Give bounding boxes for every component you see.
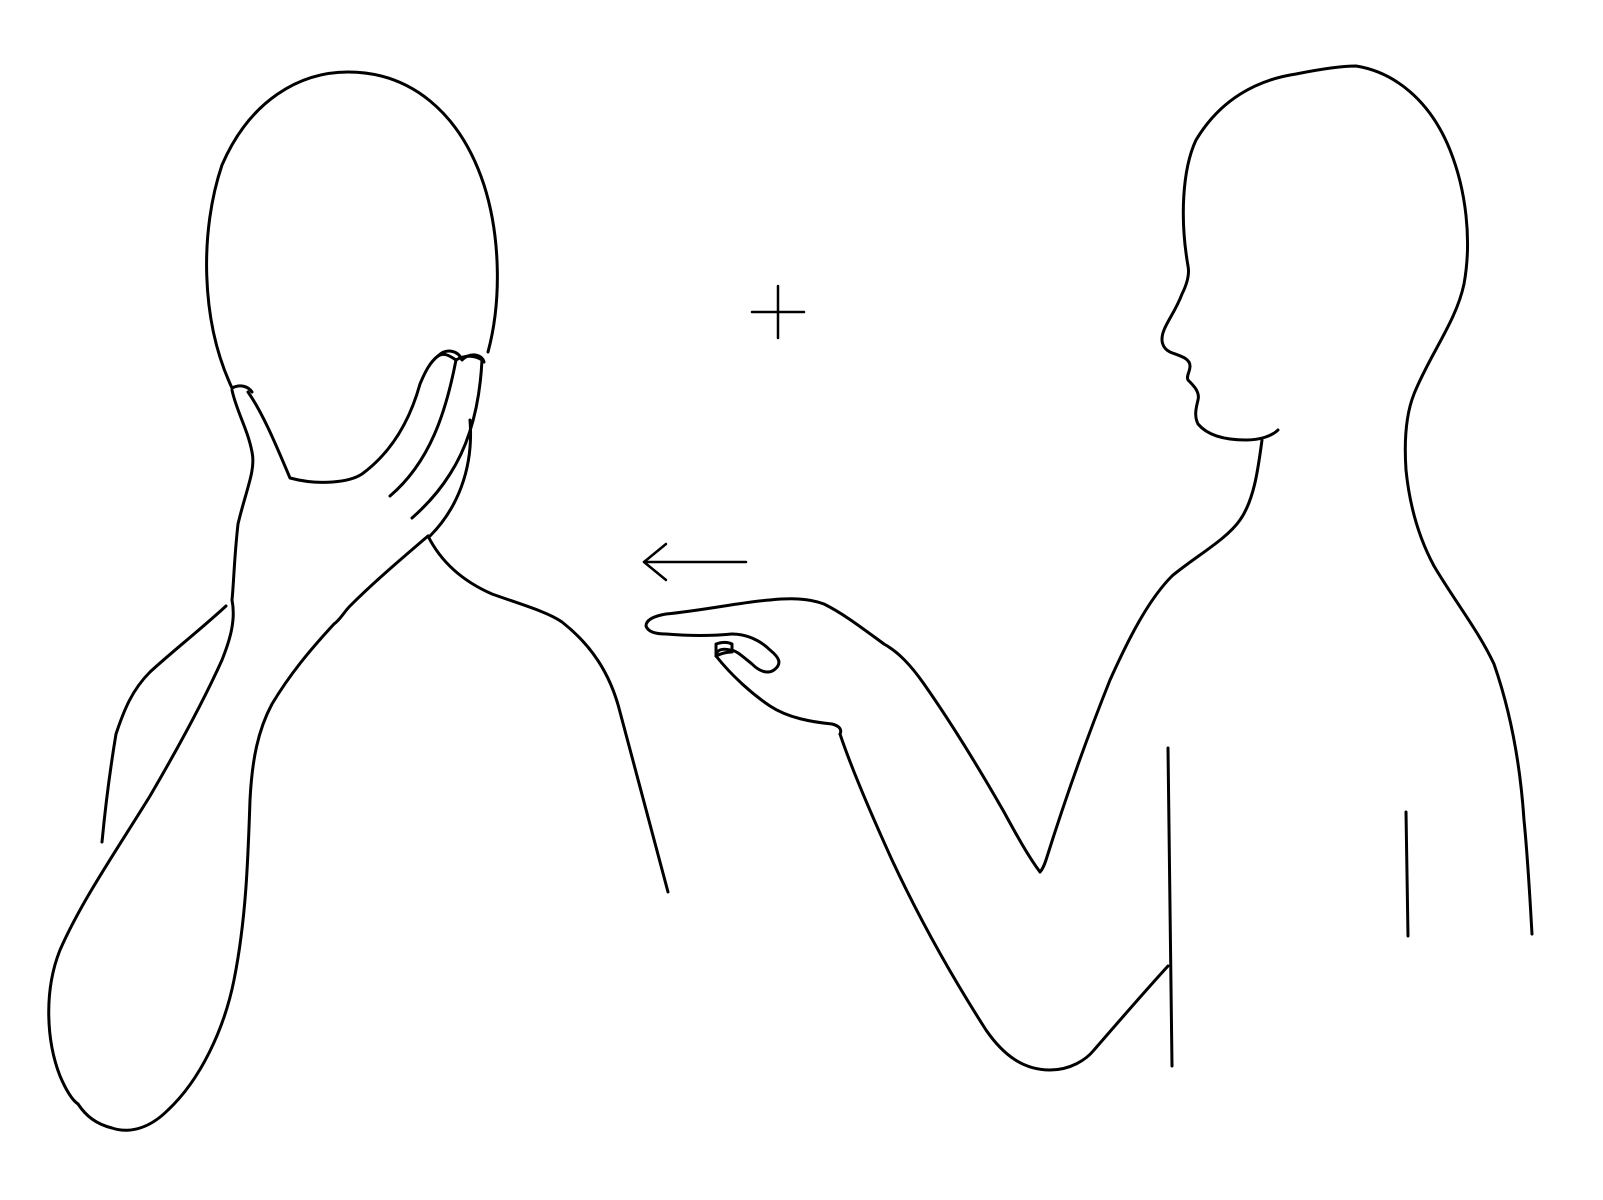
left-person-forearm-outer [76, 534, 430, 1132]
left-person-fingertips [436, 349, 486, 364]
right-person-hand-bottom [714, 654, 843, 736]
right-person-body-front [1166, 746, 1174, 1068]
left-person-jaw [246, 354, 440, 484]
left-person-finger-1 [388, 352, 458, 498]
right-person-back [1404, 468, 1534, 936]
arrow-left-icon [642, 542, 748, 582]
right-person-index-finger [644, 598, 772, 637]
left-person-icon [47, 70, 670, 1132]
left-person-thumb [230, 384, 254, 394]
left-person-forearm-inner [47, 598, 235, 1106]
right-person-head [1181, 64, 1469, 472]
left-person-neck-right [426, 534, 670, 894]
right-person-icon [644, 64, 1534, 1072]
left-person-head [205, 70, 499, 390]
right-person-body-back-inner [1404, 810, 1410, 938]
right-person-forearm-lower [838, 732, 1170, 1072]
right-person-face [1160, 264, 1280, 442]
right-person-thumb-tip [714, 641, 734, 658]
left-person-finger-3 [428, 418, 473, 538]
left-person-finger-2 [410, 354, 484, 520]
left-person-hand-left-edge [230, 388, 255, 602]
plus-icon [750, 284, 806, 340]
right-person-neck-front [1038, 438, 1264, 874]
right-person-arm-upper [768, 597, 1042, 874]
right-person-curled-fingers [714, 632, 781, 674]
left-person-shoulder-left [100, 604, 228, 844]
